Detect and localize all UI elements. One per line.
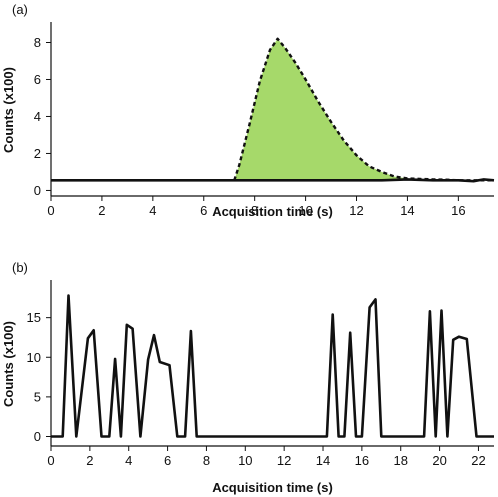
x-axis-title: Acquisition time (s) [212, 480, 333, 495]
x-tick-label: 2 [86, 453, 93, 468]
x-tick-label: 2 [98, 203, 105, 218]
x-tick-label: 6 [200, 203, 207, 218]
panel-label: (a) [12, 2, 28, 17]
dashed-series-line [233, 37, 494, 182]
y-tick-label: 8 [34, 35, 41, 50]
x-tick-label: 12 [349, 203, 363, 218]
x-tick-label: 12 [277, 453, 291, 468]
peak-area-fill [234, 38, 495, 181]
x-tick-label: 16 [355, 453, 369, 468]
x-tick-label: 0 [47, 203, 54, 218]
x-tick-label: 20 [432, 453, 446, 468]
y-axis-title: Counts (x100) [1, 321, 16, 407]
x-tick-label: 8 [251, 203, 258, 218]
panel-label: (b) [12, 260, 28, 275]
x-tick-label: 16 [451, 203, 465, 218]
series-line [51, 294, 494, 438]
y-tick-label: 15 [27, 310, 41, 325]
y-axis-title: Counts (x100) [1, 67, 16, 153]
y-tick-label: 0 [34, 183, 41, 198]
x-tick-label: 4 [125, 453, 132, 468]
x-tick-label: 10 [298, 203, 312, 218]
x-tick-label: 8 [203, 453, 210, 468]
x-tick-label: 14 [400, 203, 414, 218]
x-tick-label: 4 [149, 203, 156, 218]
x-tick-label: 18 [394, 453, 408, 468]
x-tick-label: 14 [316, 453, 330, 468]
y-tick-label: 10 [27, 350, 41, 365]
y-tick-label: 2 [34, 146, 41, 161]
x-tick-label: 0 [47, 453, 54, 468]
y-tick-label: 0 [34, 429, 41, 444]
x-tick-label: 6 [164, 453, 171, 468]
y-tick-label: 6 [34, 72, 41, 87]
x-axis-title: Acquisition time (s) [212, 204, 333, 219]
y-tick-label: 5 [34, 389, 41, 404]
y-tick-label: 4 [34, 109, 41, 124]
x-tick-label: 22 [471, 453, 485, 468]
x-tick-label: 10 [238, 453, 252, 468]
